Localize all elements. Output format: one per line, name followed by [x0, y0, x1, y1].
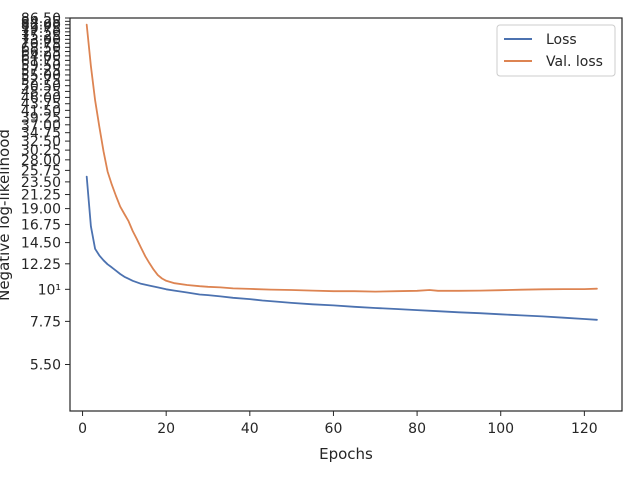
y-tick-label: 5.50: [30, 358, 61, 374]
legend: Loss Val. loss: [496, 24, 616, 77]
x-tick-label: 120: [571, 421, 598, 437]
y-tick-label: 77.50: [21, 25, 61, 41]
y-tick-label: 55.00: [21, 68, 61, 84]
y-tick-label: 7.75: [30, 314, 61, 330]
y-ticks: 5.50 7.75 10¹ 12.25 14.50 16.7519.0021.2523.5…: [21, 11, 70, 374]
y-tick-label: 28.00: [21, 153, 61, 169]
y-tick-label: 19.00: [21, 202, 61, 218]
legend-frame: [496, 24, 616, 77]
y-axis-label: Negative log-likelihood: [0, 129, 13, 301]
y-tick-label: 66.25: [21, 45, 61, 61]
y-tick-label: 68.50: [21, 40, 61, 56]
y-tick-label: 39.25: [21, 110, 61, 126]
y-tick-label: 57.25: [21, 63, 61, 79]
y-tick-label: 25.75: [21, 163, 61, 179]
plot-frame: [69, 17, 623, 412]
y-tick-label: 12.25: [21, 257, 61, 273]
y-tick-label: 70.75: [21, 36, 61, 52]
y-tick-label: 79.75: [21, 21, 61, 37]
x-tick-label: 20: [157, 421, 175, 437]
plot-area: [70, 18, 622, 411]
y-tick-label: 86.50: [21, 11, 61, 27]
y-tick-label: 23.50: [21, 175, 61, 191]
y-tick-label: 59.50: [21, 58, 61, 74]
y-tick-label: 50.50: [21, 79, 61, 95]
y-tick-label: 82.00: [21, 18, 61, 34]
y-tick-label: 52.75: [21, 73, 61, 89]
y-tick-label: 10¹: [38, 282, 61, 298]
y-tick-label: 16.75: [21, 217, 61, 233]
x-tick-label: 40: [241, 421, 259, 437]
x-ticks: 0 20 40 60 80 100 120: [78, 411, 598, 437]
y-tick-label: 43.75: [21, 97, 61, 113]
y-tick-label: 75.25: [21, 29, 61, 45]
y-tick-label: 84.25: [21, 14, 61, 30]
x-axis-label: Epochs: [319, 445, 373, 463]
y-tick-label: 64.00: [21, 49, 61, 65]
y-tick-label: 73.00: [21, 32, 61, 48]
y-tick-label: 48.25: [21, 84, 61, 100]
x-tick-label: 80: [408, 421, 426, 437]
series-layer: [85, 23, 598, 321]
y-tick-label: 61.75: [21, 53, 61, 69]
y-tick-label: 34.75: [21, 126, 61, 142]
y-tick-label: 41.50: [21, 103, 61, 119]
y-tick-label: 21.25: [21, 188, 61, 204]
y-tick-label: 32.50: [21, 134, 61, 150]
x-tick-label: 100: [487, 421, 514, 437]
y-tick-label: 14.50: [21, 236, 61, 252]
series-line-loss: [85, 175, 598, 321]
y-tick-label: 37.00: [21, 118, 61, 134]
x-tick-label: 0: [78, 421, 87, 437]
legend-label-loss: Loss: [546, 32, 577, 48]
y-tick-label: 46.00: [21, 90, 61, 106]
y-tick-label: 30.25: [21, 143, 61, 159]
legend-label-val-loss: Val. loss: [546, 54, 603, 70]
x-tick-label: 60: [325, 421, 343, 437]
series-line-val-loss: [85, 23, 598, 293]
